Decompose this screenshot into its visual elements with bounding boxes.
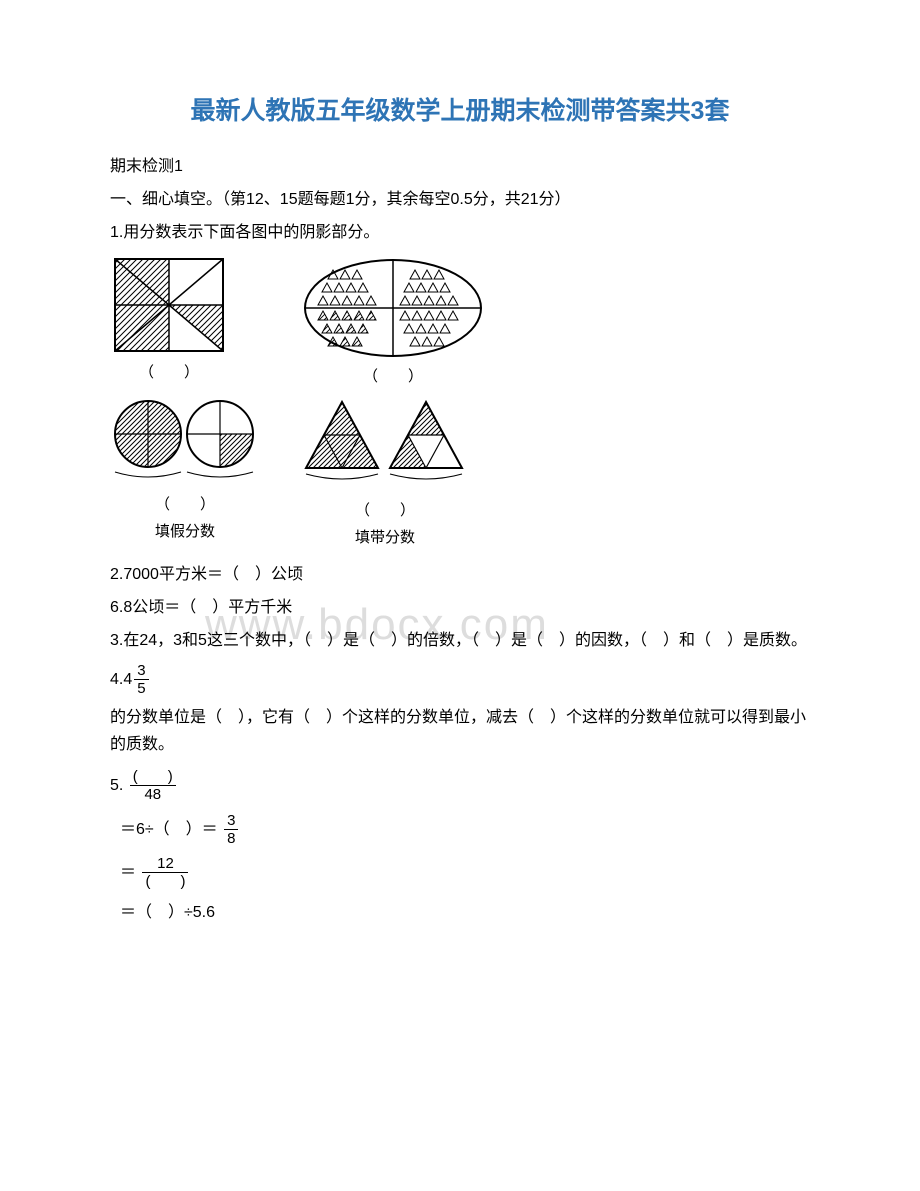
q2-line1: 2.7000平方米＝（ ）公顷: [110, 561, 810, 588]
figure-3-paren: （ ）: [155, 492, 215, 518]
q1-text: 1.用分数表示下面各图中的阴影部分。: [110, 219, 810, 246]
figure-4-label: 填带分数: [355, 525, 415, 551]
q5-frac3-den: ( ): [142, 872, 188, 890]
figure-3-group: （ ） 填假分数: [110, 396, 260, 545]
figure-1-svg: [110, 256, 228, 356]
q5-frac1-den: 48: [130, 785, 176, 803]
q4-fraction: 35: [134, 662, 148, 698]
q5-prefix: 5.: [110, 777, 128, 794]
q4-line1: 4.435: [110, 662, 810, 698]
q5-line3-prefix: ＝: [120, 864, 140, 881]
q5-line2: ＝6÷（ ）＝ 38: [120, 812, 810, 848]
q5-line1: 5. ( )48: [110, 768, 810, 804]
figure-3-svg: [110, 396, 260, 488]
q5-fraction-2: 38: [224, 812, 238, 848]
q5-frac2-num: 3: [224, 812, 238, 829]
page-title: 最新人教版五年级数学上册期末检测带答案共3套: [110, 90, 810, 133]
q5-frac3-num: 12: [142, 855, 188, 872]
q5-frac1-num: ( ): [130, 768, 176, 785]
q5-line3: ＝ 12( ): [120, 855, 810, 891]
figures-row-2: （ ） 填假分数: [110, 396, 810, 551]
q5-fraction-3: 12( ): [142, 855, 188, 891]
subtitle: 期末检测1: [110, 153, 810, 180]
figure-1-paren: （ ）: [139, 360, 199, 386]
q5-fraction-1: ( )48: [130, 768, 176, 804]
figure-4-paren: （ ）: [355, 498, 415, 524]
q5-line4: ＝（ ）÷5.6: [120, 899, 810, 926]
q4-frac-num: 3: [134, 662, 148, 679]
q5-line2-prefix: ＝6÷（ ）＝: [120, 820, 222, 837]
q5-frac2-den: 8: [224, 829, 238, 847]
q3-text: 3.在24，3和5这三个数中，（ ）是（ ）的倍数，（ ）是（ ）的因数，（ ）…: [110, 627, 810, 654]
q4-frac-den: 5: [134, 679, 148, 697]
q2-line2: 6.8公顷＝（ ）平方千米: [110, 594, 810, 621]
figure-2-group: （ ）: [298, 256, 488, 390]
q4-line2: 的分数单位是（ ），它有（ ）个这样的分数单位，减去（ ）个这样的分数单位就可以…: [110, 704, 810, 758]
q4-prefix: 4.4: [110, 671, 132, 688]
figure-3-label: 填假分数: [155, 519, 215, 545]
figure-4-svg: [300, 396, 470, 494]
figure-2-paren: （ ）: [363, 364, 423, 390]
figure-1-group: （ ）: [110, 256, 228, 386]
figure-2-svg: [298, 256, 488, 360]
figure-4-group: （ ） 填带分数: [300, 396, 470, 551]
section1-heading: 一、细心填空。（第12、15题每题1分，其余每空0.5分，共21分）: [110, 186, 810, 213]
figures-row-1: （ ）: [110, 256, 810, 390]
page-content: 最新人教版五年级数学上册期末检测带答案共3套 期末检测1 一、细心填空。（第12…: [110, 90, 810, 926]
